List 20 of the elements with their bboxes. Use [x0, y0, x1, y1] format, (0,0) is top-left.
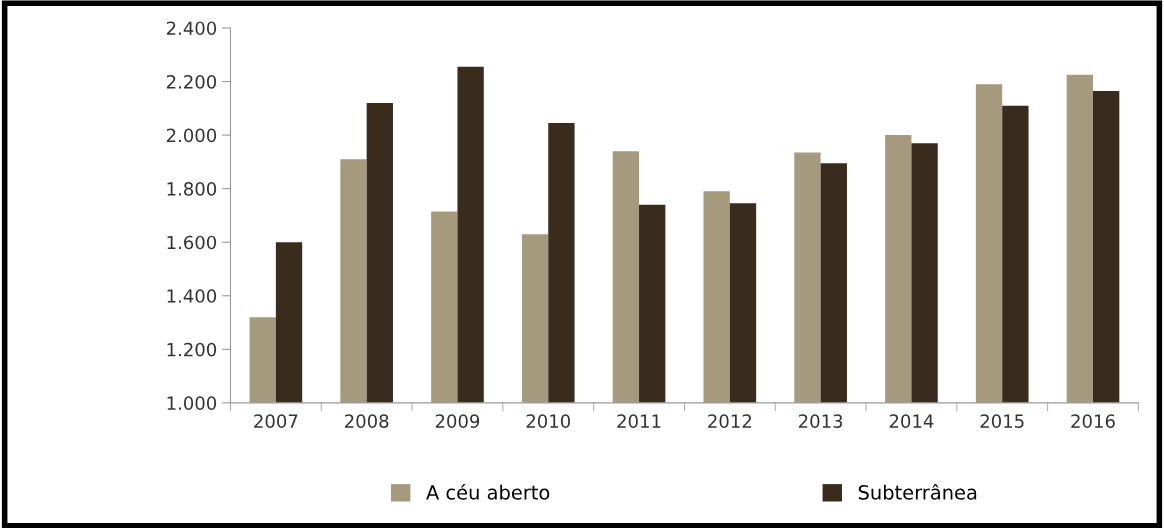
- x-tick-label: 2007: [254, 414, 298, 428]
- x-tick-label: 2012: [708, 414, 751, 428]
- x-tick-label: 2015: [980, 414, 1024, 428]
- x-tick-label: 2014: [889, 414, 934, 428]
- y-tick-label: 1.000: [167, 396, 217, 410]
- y-tick-label: 1.200: [167, 342, 217, 357]
- y-tick-label: 2.000: [166, 128, 217, 143]
- x-tick-label: 2010: [526, 414, 571, 428]
- legend-label: A céu aberto: [426, 483, 550, 500]
- x-tick-label: 2011: [617, 414, 661, 428]
- x-tick-label: 2013: [798, 414, 843, 428]
- legend-label: Subterrânea: [858, 483, 977, 500]
- y-tick-label: 1.600: [167, 235, 217, 250]
- x-tick-label: 2016: [1071, 414, 1115, 428]
- x-tick-label: 2009: [435, 414, 480, 428]
- x-tick-label: 2008: [345, 414, 389, 428]
- y-tick-label: 2.400: [166, 21, 217, 36]
- y-tick-label: 1.400: [167, 289, 217, 303]
- y-tick-label: 1.800: [167, 182, 217, 196]
- y-tick-label: 2.200: [166, 75, 217, 89]
